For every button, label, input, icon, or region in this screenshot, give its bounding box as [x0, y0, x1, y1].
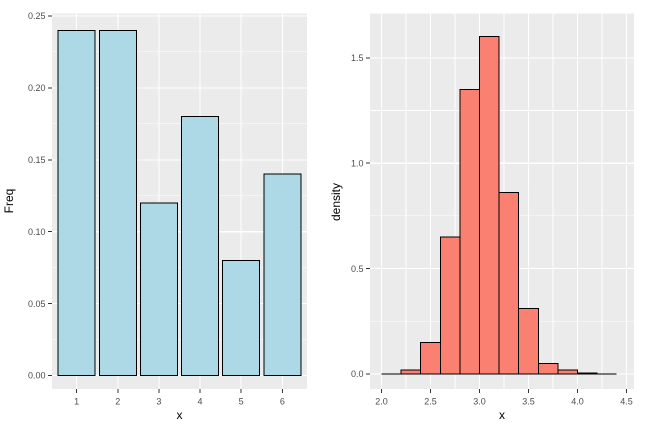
hist-bin: [498, 192, 520, 375]
hist-bin: [439, 236, 461, 375]
x-axis-tick-label: 3.0: [473, 397, 486, 407]
y-axis-tick-label: 0.20: [28, 83, 46, 93]
y-axis-title: Freq: [2, 189, 16, 214]
bar-category-4: [181, 116, 220, 376]
y-axis-tick-label: 0.00: [28, 371, 46, 381]
x-axis-tick-label: 2.0: [375, 397, 388, 407]
axis-ticks: [48, 15, 283, 393]
y-axis-tick-label: 0.10: [28, 227, 46, 237]
hist-bin: [537, 362, 559, 375]
x-axis-tick-label: 3: [156, 397, 161, 407]
y-axis-tick-label: 1.5: [351, 53, 364, 63]
hist-bin: [577, 372, 598, 375]
histogram-bins: [381, 36, 617, 375]
x-axis-tick-label: 4.5: [620, 397, 633, 407]
bars: [57, 29, 302, 376]
x-axis-tick-label: 4: [198, 397, 203, 407]
bar-category-5: [222, 259, 261, 376]
hist-bin: [557, 369, 578, 375]
bar-category-6: [263, 173, 302, 376]
x-axis-title: x: [499, 408, 505, 422]
x-axis-tick-label: 4.0: [571, 397, 584, 407]
y-axis-title: density: [329, 183, 343, 221]
bar-category-1: [57, 29, 96, 376]
y-axis-tick-label: 1.0: [351, 158, 364, 168]
y-axis-tick-label: 0.5: [351, 264, 364, 274]
bar-category-2: [98, 29, 137, 376]
x-axis-tick-label: 3.5: [522, 397, 535, 407]
axis-ticks: [366, 57, 627, 393]
hist-bin: [479, 36, 500, 375]
y-axis-tick-label: 0.15: [28, 155, 46, 165]
density-histogram-chart: 0.0 0.5 1.0 1.5 2.0 2.5 3.0 3.5 4.0 4.5 density x: [329, 13, 634, 422]
y-axis-tick-label: 0.05: [28, 299, 46, 309]
x-axis-tick-label: 1: [74, 397, 79, 407]
hist-bin: [518, 308, 539, 375]
hist-bin: [420, 341, 441, 375]
hist-bin: [400, 369, 422, 375]
x-axis-tick-label: 2: [115, 397, 120, 407]
hist-bin: [459, 88, 480, 375]
bar-category-3: [139, 202, 178, 376]
x-axis-tick-label: 5: [239, 397, 244, 407]
y-axis-tick-label: 0.25: [28, 11, 46, 21]
y-axis-tick-label: 0.0: [351, 369, 364, 379]
x-axis-tick-label: 6: [280, 397, 285, 407]
minor-gridlines: [370, 13, 634, 389]
freq-bar-chart: 0.00 0.05 0.10 0.15 0.20 0.25 1 2 3 4 5 6 Freq x: [2, 11, 307, 422]
x-axis-title: x: [177, 408, 183, 422]
x-axis-tick-label: 2.5: [424, 397, 437, 407]
